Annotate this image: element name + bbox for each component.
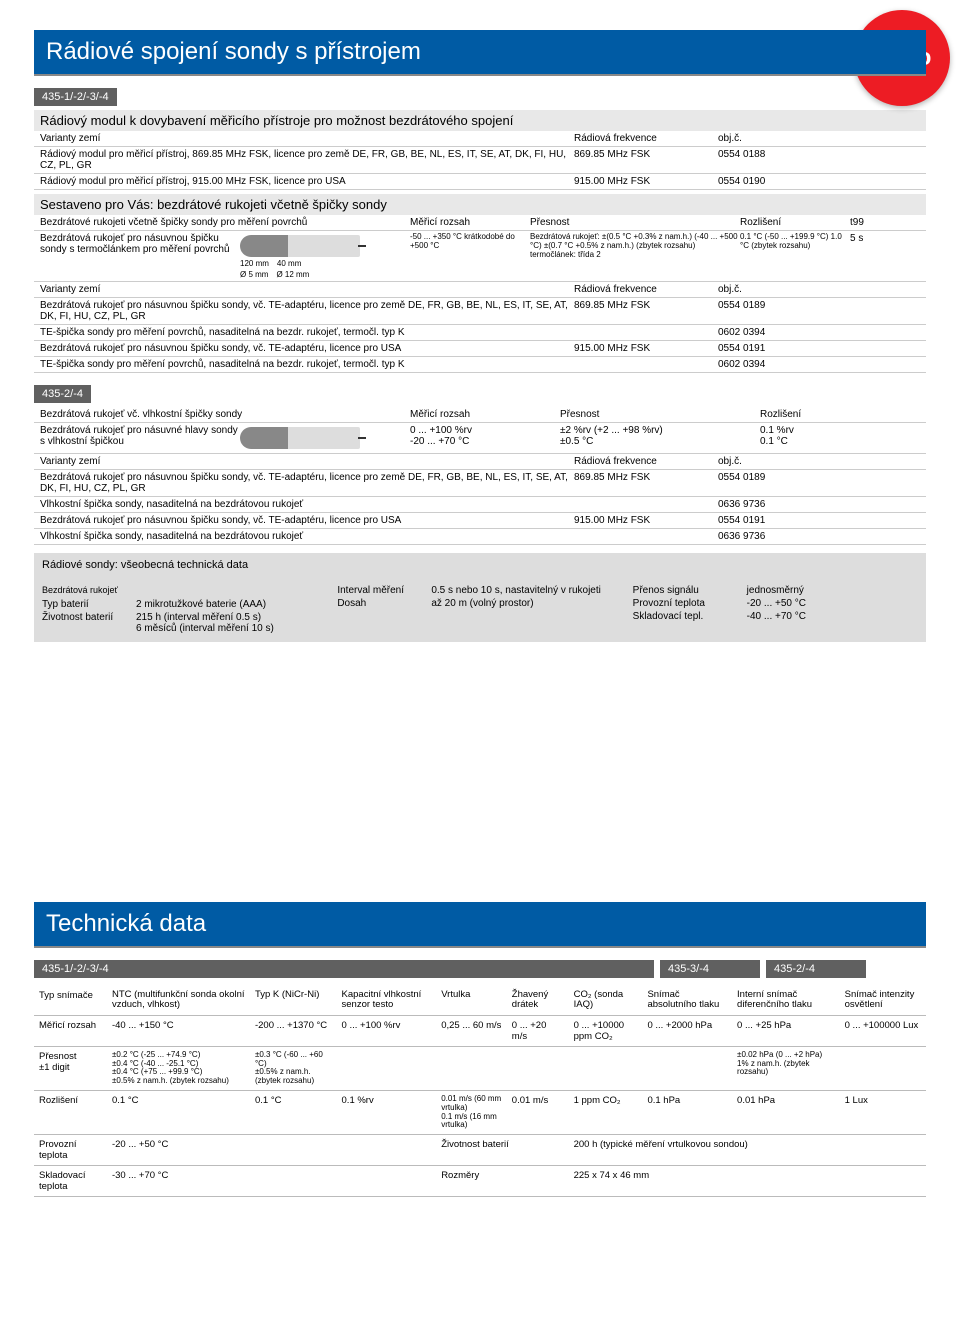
technical-data-section: Technická data 435-1/-2/-3/-4 435-3/-4 4… <box>34 902 926 1197</box>
col-res: Rozlišení <box>740 217 850 228</box>
col-t99: t99 <box>850 217 890 228</box>
col-ord: obj.č. <box>718 284 798 295</box>
col-ord: obj.č. <box>718 133 798 144</box>
module-desc: Rádiový modul pro měřicí přístroj, 915.0… <box>40 176 570 187</box>
variant-row: Bezdrátová rukojeť pro násuvnou špičku s… <box>34 513 926 529</box>
cols-header-1: Varianty zemí Rádiová frekvence obj.č. <box>34 131 926 147</box>
variant-row: TE-špička sondy pro měření povrchů, nasa… <box>34 325 926 341</box>
cols-header-2: Varianty zemí Rádiová frekvence obj.č. <box>34 282 926 298</box>
heading-techdata: Technická data <box>34 902 926 946</box>
module-desc: Rádiový modul pro měřicí přístroj, 869.8… <box>40 149 570 171</box>
probe-dims: 120 mm40 mm Ø 5 mmØ 12 mm <box>240 259 410 279</box>
probe-image <box>240 427 360 449</box>
tech-op-row: Provozní teplota -20 ... +50 °C Životnos… <box>34 1135 926 1166</box>
module-ord: 0554 0188 <box>718 149 798 160</box>
product-1: Bezdrátová rukojeť pro násuvnou špičku s… <box>34 231 926 282</box>
module-row: Rádiový modul pro měřicí přístroj, 915.0… <box>34 174 926 190</box>
tech-st-row: Skladovací teplota -30 ... +70 °C Rozměr… <box>34 1166 926 1197</box>
col-acc: Přesnost <box>530 217 740 228</box>
col-range: Měřicí rozsah <box>410 217 530 228</box>
col-desc: Bezdrátové rukojeti včetně špičky sondy … <box>40 217 410 228</box>
product-acc: Bezdrátová rukojeť: ±(0.5 °C +0.3% z nam… <box>530 233 740 279</box>
page: testo Rádiové spojení sondy s přístrojem… <box>0 0 960 1217</box>
tech-header-row: Typ snímače NTC (multifunkční sonda okol… <box>34 986 926 1015</box>
product-res: 0.1 °C (-50 ... +199.9 °C) 1.0 °C (zbyte… <box>740 233 850 279</box>
tech-acc-row: Přesnost ±1 digit ±0.2 °C (-25 ... +74.9… <box>34 1046 926 1090</box>
probe-header-row-2: Bezdrátová rukojeť vč. vlhkostní špičky … <box>34 407 926 423</box>
col-freq: Rádiová frekvence <box>574 284 714 295</box>
product-t99: 5 s <box>850 233 890 279</box>
cols-header-3: Varianty zemí Rádiová frekvence obj.č. <box>34 454 926 470</box>
module-ord: 0554 0190 <box>718 176 798 187</box>
product-2: Bezdrátová rukojeť pro násuvné hlavy son… <box>34 423 926 454</box>
product-desc: Bezdrátová rukojeť pro násuvnou špičku s… <box>40 233 240 279</box>
module-freq: 915.00 MHz FSK <box>574 176 714 187</box>
variant-row: Bezdrátová rukojeť pro násuvnou špičku s… <box>34 298 926 325</box>
col-variant: Varianty zemí <box>40 133 570 144</box>
module-freq: 869.85 MHz FSK <box>574 149 714 160</box>
variant-row: Bezdrátová rukojeť pro násuvnou špičku s… <box>34 470 926 497</box>
variant-row: Vlhkostní špička sondy, nasaditelná na b… <box>34 529 926 545</box>
probe-image <box>240 235 360 257</box>
probe-header-row: Bezdrátové rukojeti včetně špičky sondy … <box>34 215 926 231</box>
tech-res-row: Rozlišení 0.1 °C 0.1 °C 0.1 %rv 0.01 m/s… <box>34 1091 926 1135</box>
model-tags-bottom: 435-1/-2/-3/-4 435-3/-4 435-2/-4 <box>34 954 926 982</box>
col-freq: Rádiová frekvence <box>574 133 714 144</box>
variant-row: Vlhkostní špička sondy, nasaditelná na b… <box>34 497 926 513</box>
product-range: -50 ... +350 °C krátkodobé do +500 °C <box>410 233 530 279</box>
variant-row: Bezdrátová rukojeť pro násuvnou špičku s… <box>34 341 926 357</box>
subhead-2: Sestaveno pro Vás: bezdrátové rukojeti v… <box>34 194 926 215</box>
general-title: Rádiové sondy: všeobecná technická data <box>42 559 918 571</box>
subhead-1: Rádiový modul k dovybavení měřicího přís… <box>34 110 926 131</box>
heading-radio: Rádiové spojení sondy s přístrojem <box>34 30 926 74</box>
content: Rádiové spojení sondy s přístrojem 435-1… <box>0 0 960 1217</box>
model-tag-1: 435-1/-2/-3/-4 <box>34 88 117 106</box>
probe-graphic: 120 mm40 mm Ø 5 mmØ 12 mm <box>240 233 410 279</box>
tech-range-row: Měřicí rozsah -40 ... +150 °C -200 ... +… <box>34 1015 926 1046</box>
model-tag-2: 435-2/-4 <box>34 385 91 403</box>
module-row: Rádiový modul pro měřicí přístroj, 869.8… <box>34 147 926 174</box>
col-variant: Varianty zemí <box>40 284 570 295</box>
tech-table: Typ snímače NTC (multifunkční sonda okol… <box>34 986 926 1197</box>
variant-row: TE-špička sondy pro měření povrchů, nasa… <box>34 357 926 373</box>
general-tech-data: Rádiové sondy: všeobecná technická data … <box>34 553 926 642</box>
